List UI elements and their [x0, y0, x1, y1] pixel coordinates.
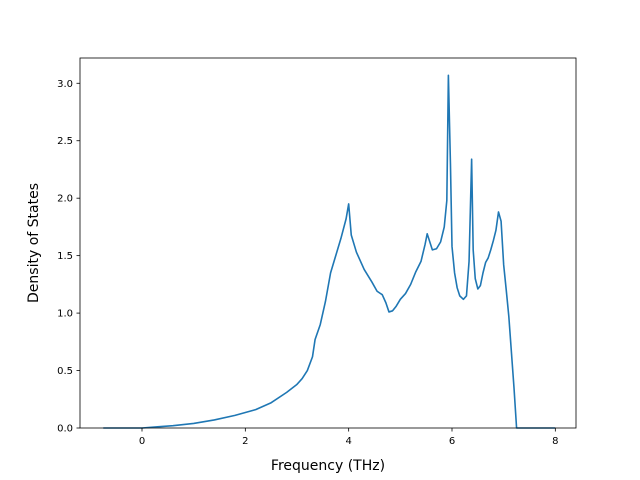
x-axis-ticks: 0 2 4 6 8 [139, 428, 559, 447]
y-tick-label: 0.0 [57, 424, 73, 435]
y-axis-ticks: 0.0 0.5 1.0 1.5 2.0 2.5 3.0 [57, 79, 80, 435]
dos-series-line-0 [103, 74, 556, 429]
y-tick-label: 1.0 [57, 309, 73, 320]
x-tick-label: 4 [345, 436, 351, 447]
x-tick-label: 2 [242, 436, 248, 447]
y-tick-label: 1.5 [57, 251, 73, 262]
y-tick-label: 2.5 [57, 136, 73, 147]
x-tick-label: 8 [552, 436, 558, 447]
axes-frame [79, 57, 577, 429]
x-tick-label: 6 [449, 436, 455, 447]
x-axis-title: Frequency (THz) [271, 458, 385, 474]
y-tick-label: 3.0 [57, 79, 73, 90]
y-tick-label: 0.5 [57, 366, 73, 377]
x-tick-label: 0 [139, 436, 145, 447]
y-tick-label: 2.0 [57, 194, 73, 205]
y-axis-title: Density of States [26, 183, 42, 303]
plot-layer [103, 74, 556, 429]
